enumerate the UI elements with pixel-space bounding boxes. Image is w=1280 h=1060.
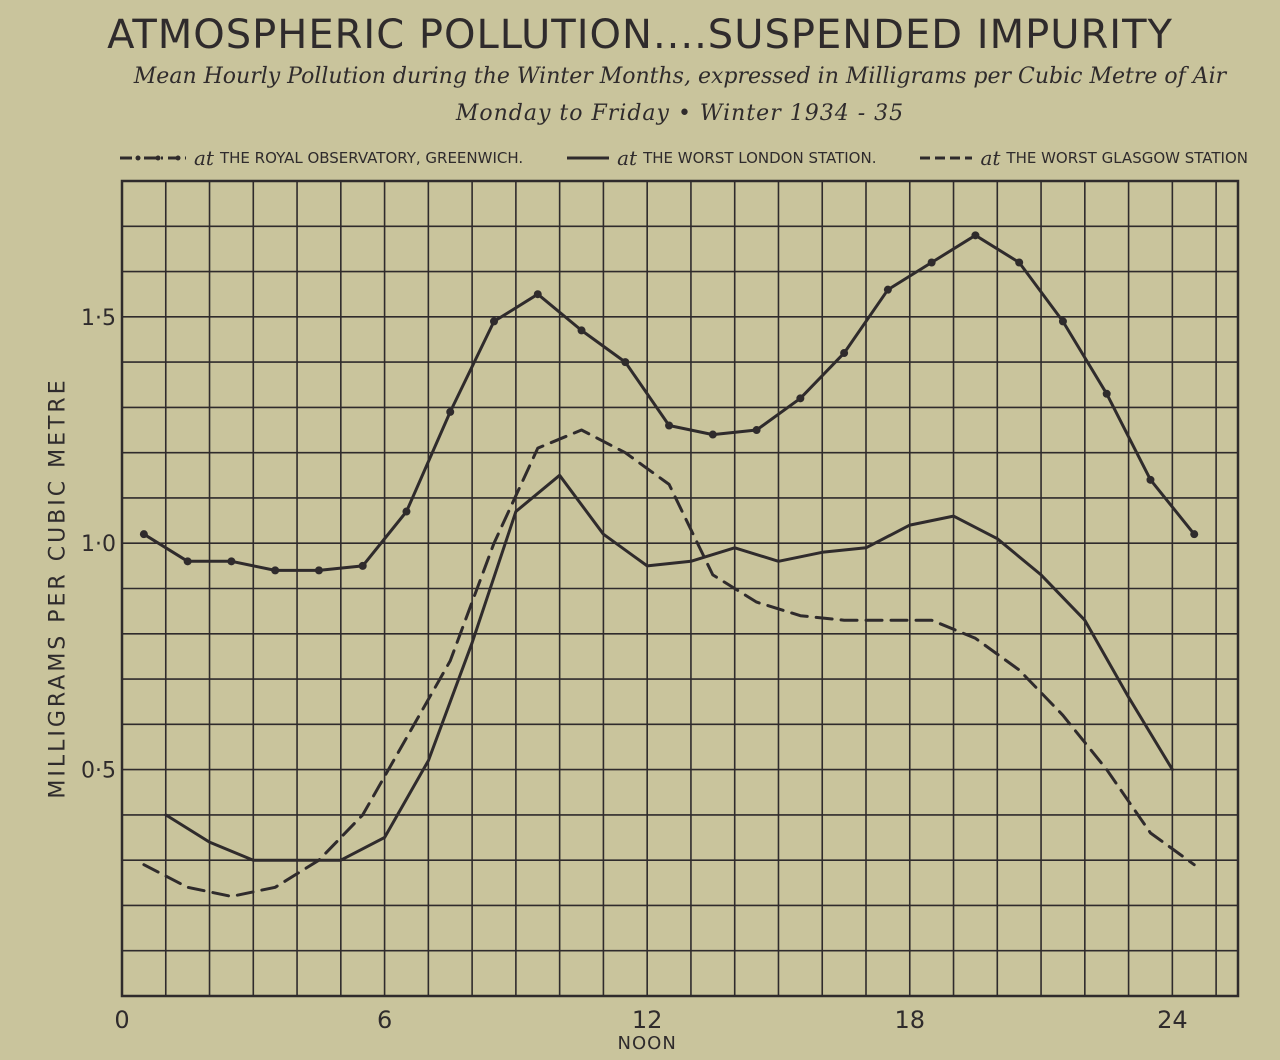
x-axis-label: NOON: [618, 1033, 677, 1054]
x-tick-label: 0: [114, 1006, 129, 1034]
legend-label-greenwich: THE ROYAL OBSERVATORY, GREENWICH.: [219, 149, 524, 167]
x-tick-label: 6: [377, 1006, 392, 1034]
data-point: [621, 358, 630, 367]
data-point: [183, 557, 192, 566]
chart-title: ATMOSPHERIC POLLUTION....SUSPENDED IMPUR…: [107, 12, 1173, 58]
chart-period: Monday to Friday • Winter 1934 - 35: [455, 101, 905, 126]
legend-swatch-solid: [567, 156, 610, 160]
series-line-solid: [164, 473, 1174, 862]
data-point: [1190, 530, 1199, 539]
data-point: [446, 407, 455, 416]
data-point: [883, 285, 892, 294]
legend-label-glasgow: THE WORST GLASGOW STATION: [1006, 149, 1248, 167]
legend-prefix: at: [980, 146, 1001, 170]
data-point: [752, 426, 761, 435]
data-point: [402, 507, 411, 516]
x-tick-label: 24: [1157, 1006, 1188, 1034]
data-point: [971, 231, 980, 240]
x-tick-label: 18: [894, 1006, 925, 1034]
legend-swatch-dashed: [920, 156, 973, 160]
legend-swatch-dash-dot: [120, 155, 186, 161]
data-point: [271, 566, 280, 575]
data-point: [665, 421, 674, 430]
data-point: [1015, 258, 1024, 267]
legend-prefix: at: [194, 146, 214, 170]
legend: at THE ROYAL OBSERVATORY, GREENWICH. at …: [118, 146, 1248, 170]
legend-item-glasgow: at THE WORST GLASGOW STATION: [918, 146, 1248, 170]
data-point: [796, 394, 805, 403]
plot-frame: [120, 179, 1240, 998]
y-tick-label: 1·5: [81, 306, 116, 331]
chart-subtitle: Mean Hourly Pollution during the Winter …: [133, 64, 1227, 89]
series-line-dashed: [142, 428, 1196, 898]
data-point: [577, 326, 586, 335]
data-point: [139, 530, 148, 539]
data-point: [227, 557, 236, 566]
legend-label-london: THE WORST LONDON STATION.: [643, 149, 877, 167]
y-tick-label: 1·0: [81, 532, 116, 557]
data-point: [1102, 389, 1111, 398]
series-line-dash-dot: [142, 233, 1196, 572]
data-point: [358, 561, 367, 570]
x-tick-label: 12: [632, 1006, 663, 1034]
data-point: [1146, 475, 1155, 484]
data-point: [840, 349, 849, 358]
data-point: [490, 317, 498, 326]
legend-prefix: at: [617, 146, 638, 170]
data-point: [314, 566, 323, 575]
data-point: [927, 258, 936, 267]
data-point: [533, 290, 542, 299]
legend-item-london: at THE WORST LONDON STATION.: [565, 146, 876, 170]
data-point: [708, 430, 717, 439]
y-tick-label: 0·5: [81, 759, 116, 784]
legend-item-greenwich: at THE ROYAL OBSERVATORY, GREENWICH.: [118, 146, 523, 170]
data-point: [1058, 317, 1067, 326]
